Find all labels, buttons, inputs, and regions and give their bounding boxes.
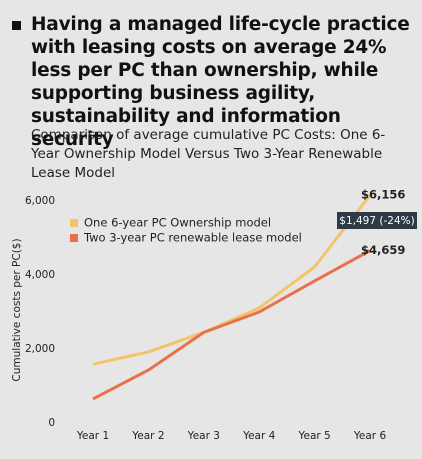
- chart-title: Having a managed life-cycle practice wit…: [31, 14, 410, 150]
- x-tick-label: Year 5: [297, 430, 330, 442]
- chart-subtitle: Comparison of average cumulative PC Cost…: [31, 127, 386, 181]
- legend-swatch: [70, 234, 78, 242]
- x-tick-label: Year 2: [131, 430, 164, 442]
- legend-swatch: [70, 219, 78, 227]
- y-tick-label: 6,000: [25, 195, 55, 207]
- data-label: $6,156: [361, 188, 405, 202]
- y-tick-label: 4,000: [25, 269, 55, 281]
- annotation: $1,497 (-24%): [339, 215, 414, 227]
- y-tick-label: 0: [48, 417, 55, 429]
- data-label: $4,659: [361, 243, 405, 257]
- y-tick-label: 2,000: [25, 343, 55, 355]
- x-tick-label: Year 4: [242, 430, 276, 442]
- bullet: [12, 21, 21, 30]
- x-tick-label: Year 6: [353, 430, 387, 442]
- legend-label: One 6-year PC Ownership model: [84, 216, 271, 230]
- y-axis-label: Cumulative costs per PC($): [11, 238, 23, 381]
- x-tick-label: Year 3: [187, 430, 220, 442]
- series-line: [92, 249, 371, 401]
- annotation-box: [337, 212, 417, 229]
- legend-label: Two 3-year PC renewable lease model: [83, 231, 302, 245]
- series-line: [92, 194, 372, 366]
- x-tick-label: Year 1: [76, 430, 109, 442]
